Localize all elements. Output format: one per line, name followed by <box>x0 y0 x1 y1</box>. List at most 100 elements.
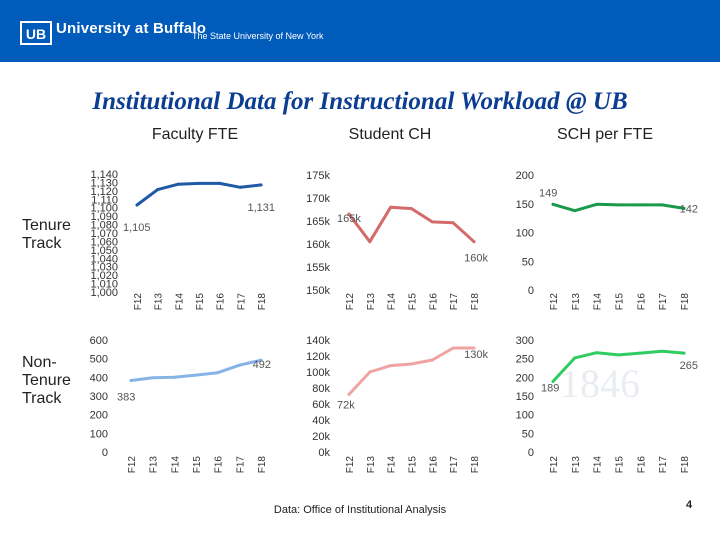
x-tick-label: F12 <box>549 456 560 474</box>
data-point <box>194 373 198 377</box>
data-point <box>216 371 220 375</box>
chart-tt-faculty: 1,1401,1301,1201,1101,1001,0901,0801,070… <box>90 169 275 310</box>
data-point <box>218 181 222 185</box>
data-point <box>129 379 133 383</box>
x-tick-label: F18 <box>680 293 691 311</box>
series-line <box>347 346 476 396</box>
page-number: 4 <box>686 499 693 511</box>
y-tick-label: 0 <box>528 447 534 459</box>
y-tick-label: 300 <box>90 391 108 403</box>
x-tick-label: F13 <box>366 456 377 474</box>
x-tick-label: F16 <box>216 293 227 311</box>
data-point <box>389 205 393 209</box>
data-point <box>197 181 201 185</box>
y-tick-label: 60k <box>312 399 330 411</box>
x-tick-label: F13 <box>154 293 165 311</box>
y-tick-label: 0k <box>318 447 330 459</box>
x-tick-label: F15 <box>408 293 419 311</box>
x-tick-label: F15 <box>615 456 626 474</box>
data-point <box>410 362 413 366</box>
y-tick-label: 1,070 <box>90 228 118 240</box>
x-tick-label: F12 <box>549 293 560 311</box>
y-tick-label: 1,030 <box>90 262 118 274</box>
y-tick-label: 1,140 <box>90 169 118 181</box>
data-point <box>151 376 155 380</box>
y-tick-label: 300 <box>516 335 534 347</box>
data-label: 142 <box>680 203 698 215</box>
x-tick-label: F14 <box>387 456 398 474</box>
data-point <box>410 207 413 211</box>
x-tick-label: F14 <box>593 456 604 474</box>
university-name: University at Buffalo <box>56 20 207 37</box>
data-point <box>573 209 577 213</box>
y-tick-label: 140k <box>306 335 330 347</box>
y-tick-label: 0 <box>102 447 108 459</box>
y-tick-label: 1,000 <box>90 287 118 299</box>
series-line <box>129 358 263 382</box>
data-point <box>682 351 686 355</box>
data-point <box>389 364 393 368</box>
y-tick-label: 150k <box>306 285 330 297</box>
row-label-tenure: Tenure Track <box>22 217 71 252</box>
x-tick-label: F13 <box>366 293 377 311</box>
y-tick-label: 1,130 <box>90 177 118 189</box>
data-point <box>451 346 455 350</box>
x-tick-label: F17 <box>658 293 669 311</box>
chart-nt-student-ch: 140k 120k 100k 80k 60k 40k 20k 0k F12 F13 F14 F15 F1… <box>306 335 488 473</box>
y-tick-label: 0 <box>528 285 534 297</box>
x-tick-label: F18 <box>680 456 691 474</box>
data-label: 1,131 <box>247 202 275 214</box>
y-tick-label: 40k <box>312 415 330 427</box>
data-point <box>156 188 160 192</box>
page-title: Institutional Data for Instructional Wor… <box>92 88 628 115</box>
x-tick-label: F17 <box>235 456 246 474</box>
data-point <box>368 370 372 374</box>
data-label: 265 <box>680 360 698 372</box>
y-tick-label: 1,100 <box>90 203 118 215</box>
y-tick-label: 50 <box>522 428 534 440</box>
y-tick-label: 1,090 <box>90 211 118 223</box>
x-tick-label: F13 <box>571 293 582 311</box>
data-point <box>573 356 577 360</box>
chart-nt-sch-per-fte: 300 250 200 150 100 50 0 F12 F13 F14 F15 F16 F17 F18 1… <box>516 335 698 473</box>
data-point <box>238 185 242 189</box>
y-tick-label: 175k <box>306 170 330 182</box>
y-tick-label: 1,020 <box>90 270 118 282</box>
x-tick-label: F18 <box>257 456 268 474</box>
y-tick-label: 80k <box>312 383 330 395</box>
university-subtitle: The State University of New York <box>192 31 324 41</box>
data-point <box>638 203 642 207</box>
column-head-sch-per-fte: SCH per FTE <box>556 126 653 143</box>
data-point <box>259 358 263 362</box>
data-point <box>595 202 599 206</box>
y-tick-label: 200 <box>90 410 108 422</box>
data-point <box>660 203 664 207</box>
y-tick-label: 155k <box>306 262 330 274</box>
y-tick-label: 160k <box>306 239 330 251</box>
data-label: 492 <box>253 359 271 371</box>
data-point <box>176 182 180 186</box>
data-label: 72k <box>337 399 355 411</box>
y-tick-label: 150 <box>516 391 534 403</box>
data-point <box>660 349 664 353</box>
data-point <box>551 379 555 383</box>
data-point <box>430 220 434 224</box>
y-tick-label: 250 <box>516 354 534 366</box>
x-tick-label: F15 <box>408 456 419 474</box>
series-line <box>135 181 263 207</box>
x-tick-label: F15 <box>615 293 626 311</box>
x-tick-label: F16 <box>428 456 439 474</box>
y-tick-label: 1,060 <box>90 236 118 248</box>
data-point <box>638 351 642 355</box>
y-tick-label: 1,050 <box>90 245 118 257</box>
x-tick-label: F16 <box>636 293 647 311</box>
x-tick-label: F14 <box>174 293 185 311</box>
x-tick-label: F12 <box>127 456 138 474</box>
row-label-non-tenure: Non-Tenure Track <box>22 354 71 407</box>
x-tick-label: F13 <box>571 456 582 474</box>
chart-tt-sch-per-fte: 200 150 100 50 0 F12 F13 F14 F15 F16 F17 F18 149 142 <box>516 170 698 310</box>
x-tick-label: F16 <box>214 456 225 474</box>
data-point <box>368 240 372 244</box>
data-point <box>595 351 599 355</box>
data-point <box>347 212 351 216</box>
